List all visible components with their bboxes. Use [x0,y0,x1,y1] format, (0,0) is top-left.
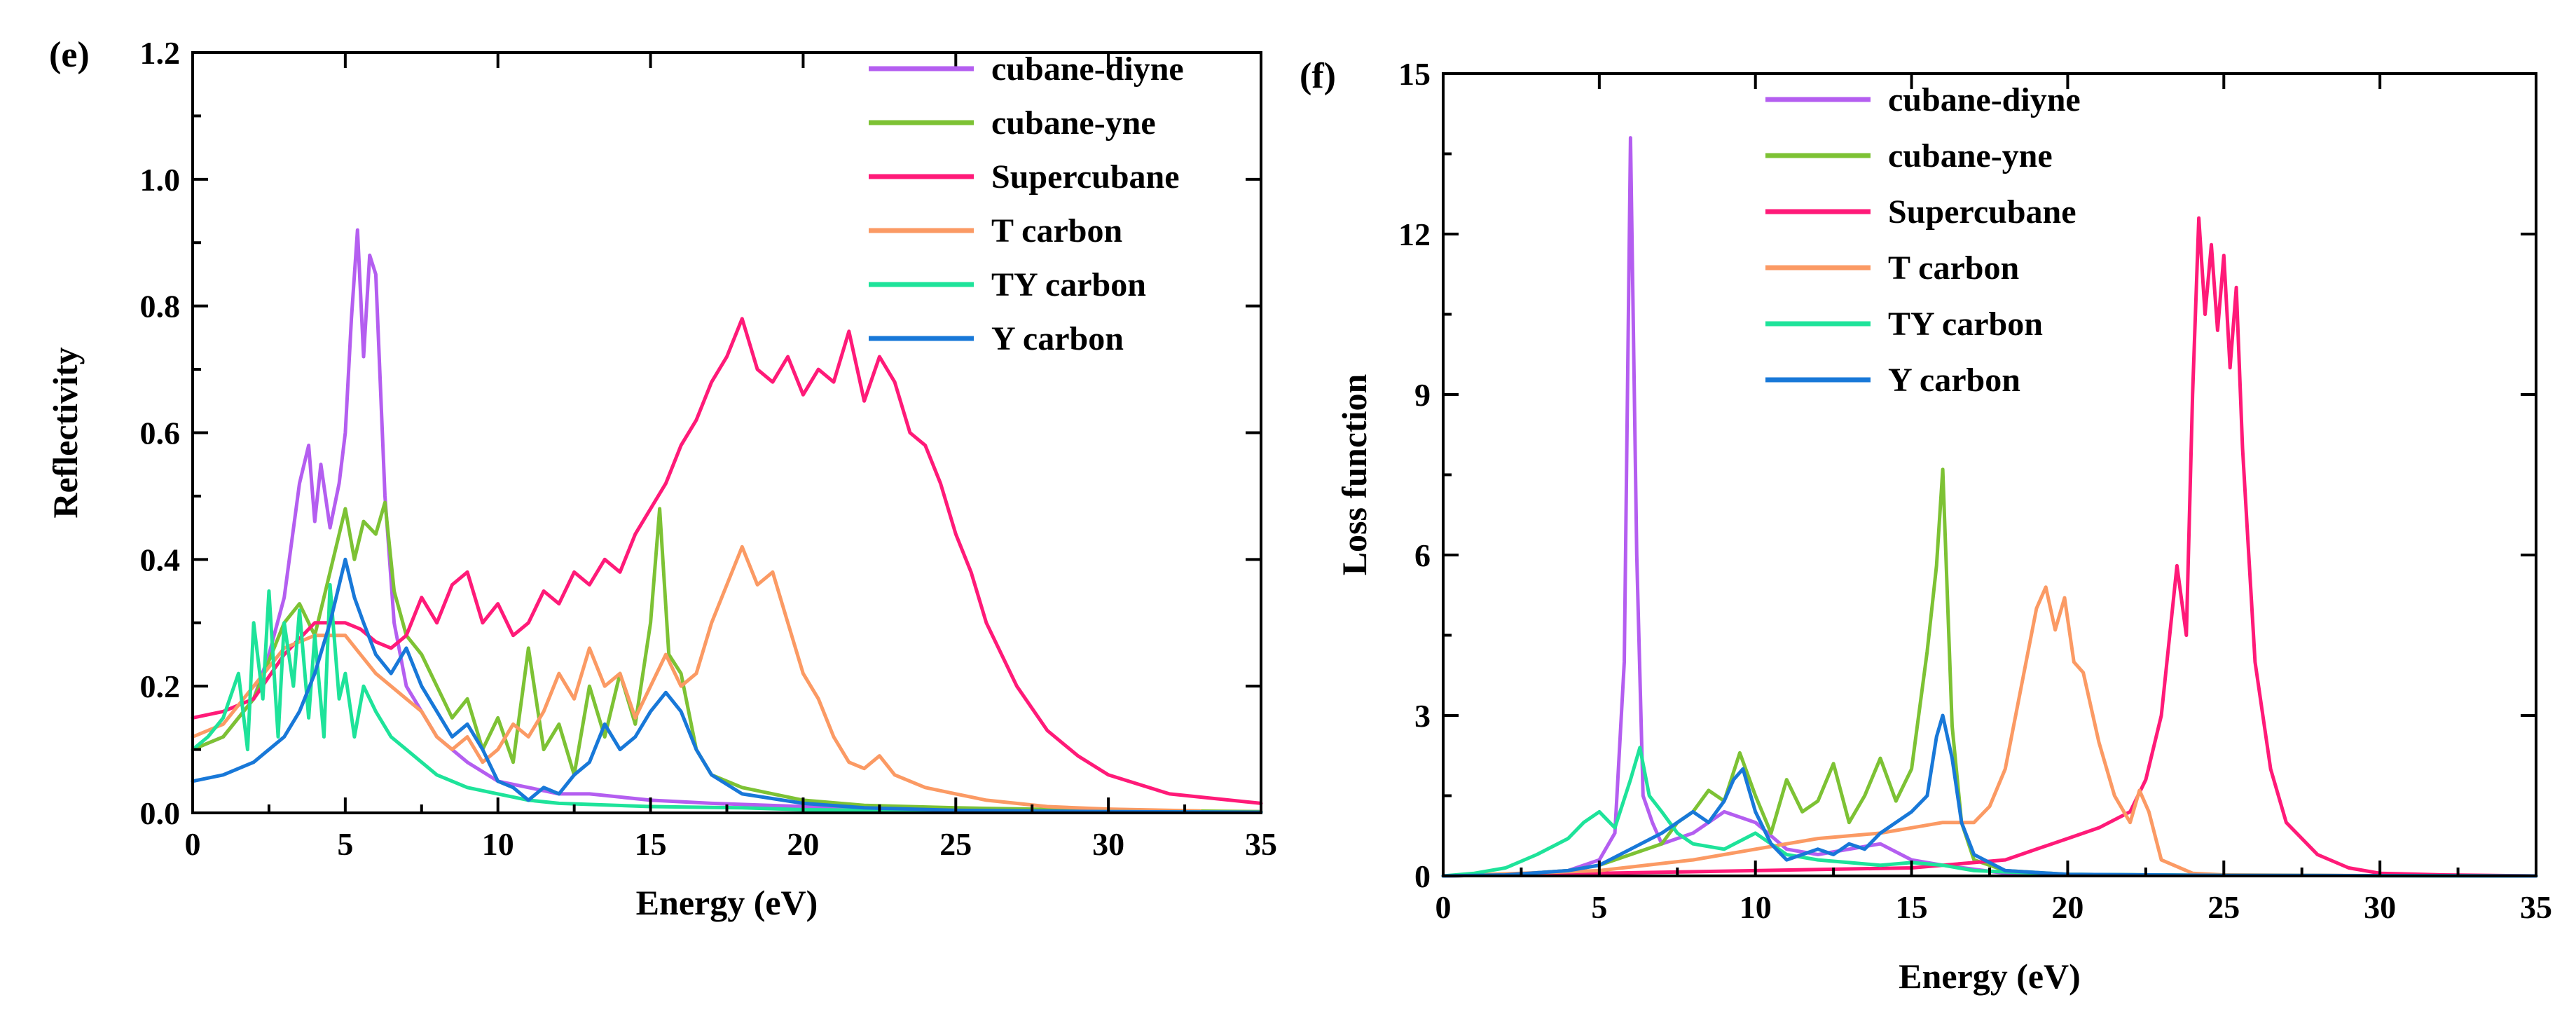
x-tick-label: 20 [2051,889,2083,925]
series-line-y-carbon [1441,713,2538,878]
y-tick-label: 6 [1414,537,1431,573]
x-axis-title: Energy (eV) [1899,957,2081,996]
series-line-ty-carbon [191,583,1263,814]
y-tick-label: 0.2 [140,669,181,704]
x-tick-label: 25 [939,826,972,862]
series-line-cubane-yne [1441,467,2538,878]
x-tick-label: 0 [185,826,201,862]
x-tick-label: 30 [2364,889,2396,925]
legend: cubane-diyne cubane-yne Supercubane T carbo… [1765,81,2081,399]
series-line-cubane-diyne [191,228,1263,814]
series-group [1441,136,2538,878]
legend-label: Y carbon [991,320,1124,357]
y-axis-title: Reflectivity [46,347,85,518]
x-tick-label: 10 [1740,889,1772,925]
y-tick-label: 1.0 [140,162,181,198]
legend-label: cubane-yne [1888,137,2053,174]
y-tick-label: 0.4 [140,542,181,577]
y-tick-label: 3 [1414,698,1431,734]
series-line-t-carbon [1441,585,2538,878]
y-tick-label: 15 [1398,56,1431,92]
x-tick-label: 35 [1245,826,1277,862]
legend-label: cubane-diyne [991,50,1184,88]
x-tick-label: 5 [1591,889,1607,925]
y-tick-label: 1.2 [140,35,181,71]
chart-panel-1: 0 5 10 15 20 25 30 35 0 3 6 9 12 15 Energy (eV) Loss fu… [1300,56,2552,996]
y-axis-title: Loss function [1335,374,1374,576]
chart-panel-0: 0 5 10 15 20 25 30 35 0.0 0.2 0.4 0.6 0.8 1.0 1.2 Energ… [46,35,1277,922]
x-tick-label: 25 [2207,889,2240,925]
y-tick-label: 0.6 [140,416,181,451]
y-tick-label: 0.0 [140,795,181,831]
y-tick-label: 0 [1414,858,1431,894]
y-tick-label: 12 [1398,217,1431,252]
panel-label: (f) [1300,56,1336,96]
x-tick-label: 20 [787,826,819,862]
x-tick-label: 15 [1896,889,1928,925]
x-tick-label: 30 [1092,826,1124,862]
x-tick-label: 15 [635,826,667,862]
series-line-ty-carbon [1441,746,2538,878]
series-line-y-carbon [191,557,1263,814]
series-line-cubane-diyne [1441,136,2538,878]
y-tick-label: 9 [1414,377,1431,413]
legend-label: cubane-diyne [1888,81,2081,118]
legend-label: Supercubane [1888,193,2076,231]
legend-label: cubane-yne [991,104,1156,142]
x-tick-label: 0 [1435,889,1452,925]
series-line-supercubane [1441,216,2538,878]
x-axis-title: Energy (eV) [636,883,818,922]
panel-label: (e) [49,35,90,75]
x-tick-label: 35 [2520,889,2552,925]
series-line-t-carbon [191,544,1202,813]
x-tick-label: 10 [482,826,514,862]
legend-label: TY carbon [1888,306,2043,343]
legend-label: TY carbon [991,266,1146,303]
legend-label: T carbon [1888,249,2019,287]
legend-label: T carbon [991,212,1122,249]
legend-label: Supercubane [991,158,1180,196]
x-tick-label: 5 [337,826,353,862]
legend: cubane-diyne cubane-yne Supercubane T carbo… [869,50,1184,357]
series-line-supercubane [191,317,1263,805]
series-group [191,228,1263,814]
y-tick-label: 0.8 [140,289,181,324]
series-line-cubane-yne [191,500,1263,814]
legend-label: Y carbon [1888,362,2020,399]
